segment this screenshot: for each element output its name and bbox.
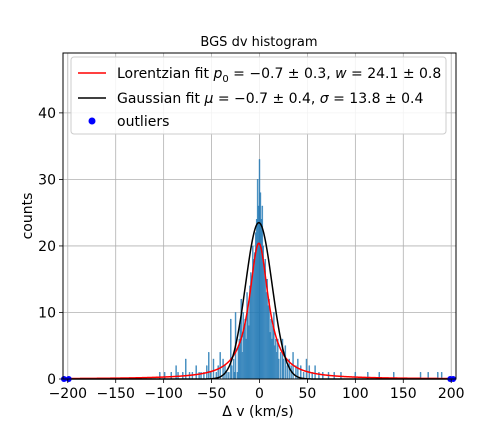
histogram-bar bbox=[219, 352, 221, 380]
histogram-bar bbox=[163, 372, 166, 380]
histogram-bar bbox=[305, 358, 308, 380]
y-tick-label: 30 bbox=[38, 172, 56, 188]
x-tick-label: −100 bbox=[144, 386, 182, 402]
histogram-bar bbox=[354, 372, 357, 380]
histogram-bar bbox=[277, 358, 280, 380]
chart-title: BGS dv histogram bbox=[200, 35, 317, 50]
x-tick-label: 200 bbox=[438, 386, 465, 402]
histogram-bar bbox=[231, 365, 233, 380]
axis-ticks: −200 −150 −100 −50 0 50 100 150 200 0 10 20 30 40 bbox=[38, 106, 464, 402]
histogram-bar bbox=[209, 372, 212, 380]
x-axis-label: Δ v (km/s) bbox=[222, 404, 293, 420]
legend-outliers-label: outliers bbox=[117, 114, 169, 130]
histogram-bar bbox=[170, 372, 172, 380]
histogram-bar bbox=[212, 358, 215, 380]
histogram-bar bbox=[286, 365, 288, 380]
histogram-bars bbox=[159, 159, 443, 380]
y-tick-label: 10 bbox=[38, 305, 56, 321]
x-tick-label: 150 bbox=[390, 386, 417, 402]
x-tick-label: −150 bbox=[96, 386, 134, 402]
histogram-bar bbox=[159, 372, 161, 380]
y-axis-label: counts bbox=[20, 193, 36, 240]
histogram-bar bbox=[195, 365, 197, 380]
histogram-bar bbox=[279, 352, 282, 380]
x-tick-label: −50 bbox=[197, 386, 227, 402]
histogram-bar bbox=[282, 358, 285, 380]
y-tick-label: 40 bbox=[38, 106, 56, 122]
legend-lorentzian-label: Lorentzian fit p0 = −0.7 ± 0.3, w = 24.1… bbox=[117, 66, 441, 85]
y-tick-label: 20 bbox=[38, 239, 56, 255]
histogram-bar bbox=[208, 352, 210, 380]
histogram-bar bbox=[322, 372, 324, 380]
legend-gaussian-label: Gaussian fit μ = −0.7 ± 0.4, σ = 13.8 ± … bbox=[117, 91, 423, 107]
x-tick-label: 0 bbox=[255, 386, 264, 402]
x-tick-label: −200 bbox=[49, 386, 87, 402]
x-tick-label: 100 bbox=[342, 386, 369, 402]
histogram-bar bbox=[314, 365, 316, 380]
legend-box bbox=[70, 56, 447, 135]
histogram-bar bbox=[284, 345, 287, 380]
legend-outliers-marker bbox=[88, 117, 96, 125]
y-tick-label: 0 bbox=[47, 372, 56, 388]
x-tick-label: 50 bbox=[299, 386, 317, 402]
histogram-bar bbox=[300, 365, 302, 380]
lorentzian-fit-line bbox=[67, 242, 452, 380]
histogram-bar bbox=[318, 372, 320, 380]
histogram-bar bbox=[226, 372, 228, 380]
legend: Lorentzian fit p0 = −0.7 ± 0.3, w = 24.1… bbox=[70, 56, 447, 135]
histogram-bar bbox=[228, 372, 230, 380]
